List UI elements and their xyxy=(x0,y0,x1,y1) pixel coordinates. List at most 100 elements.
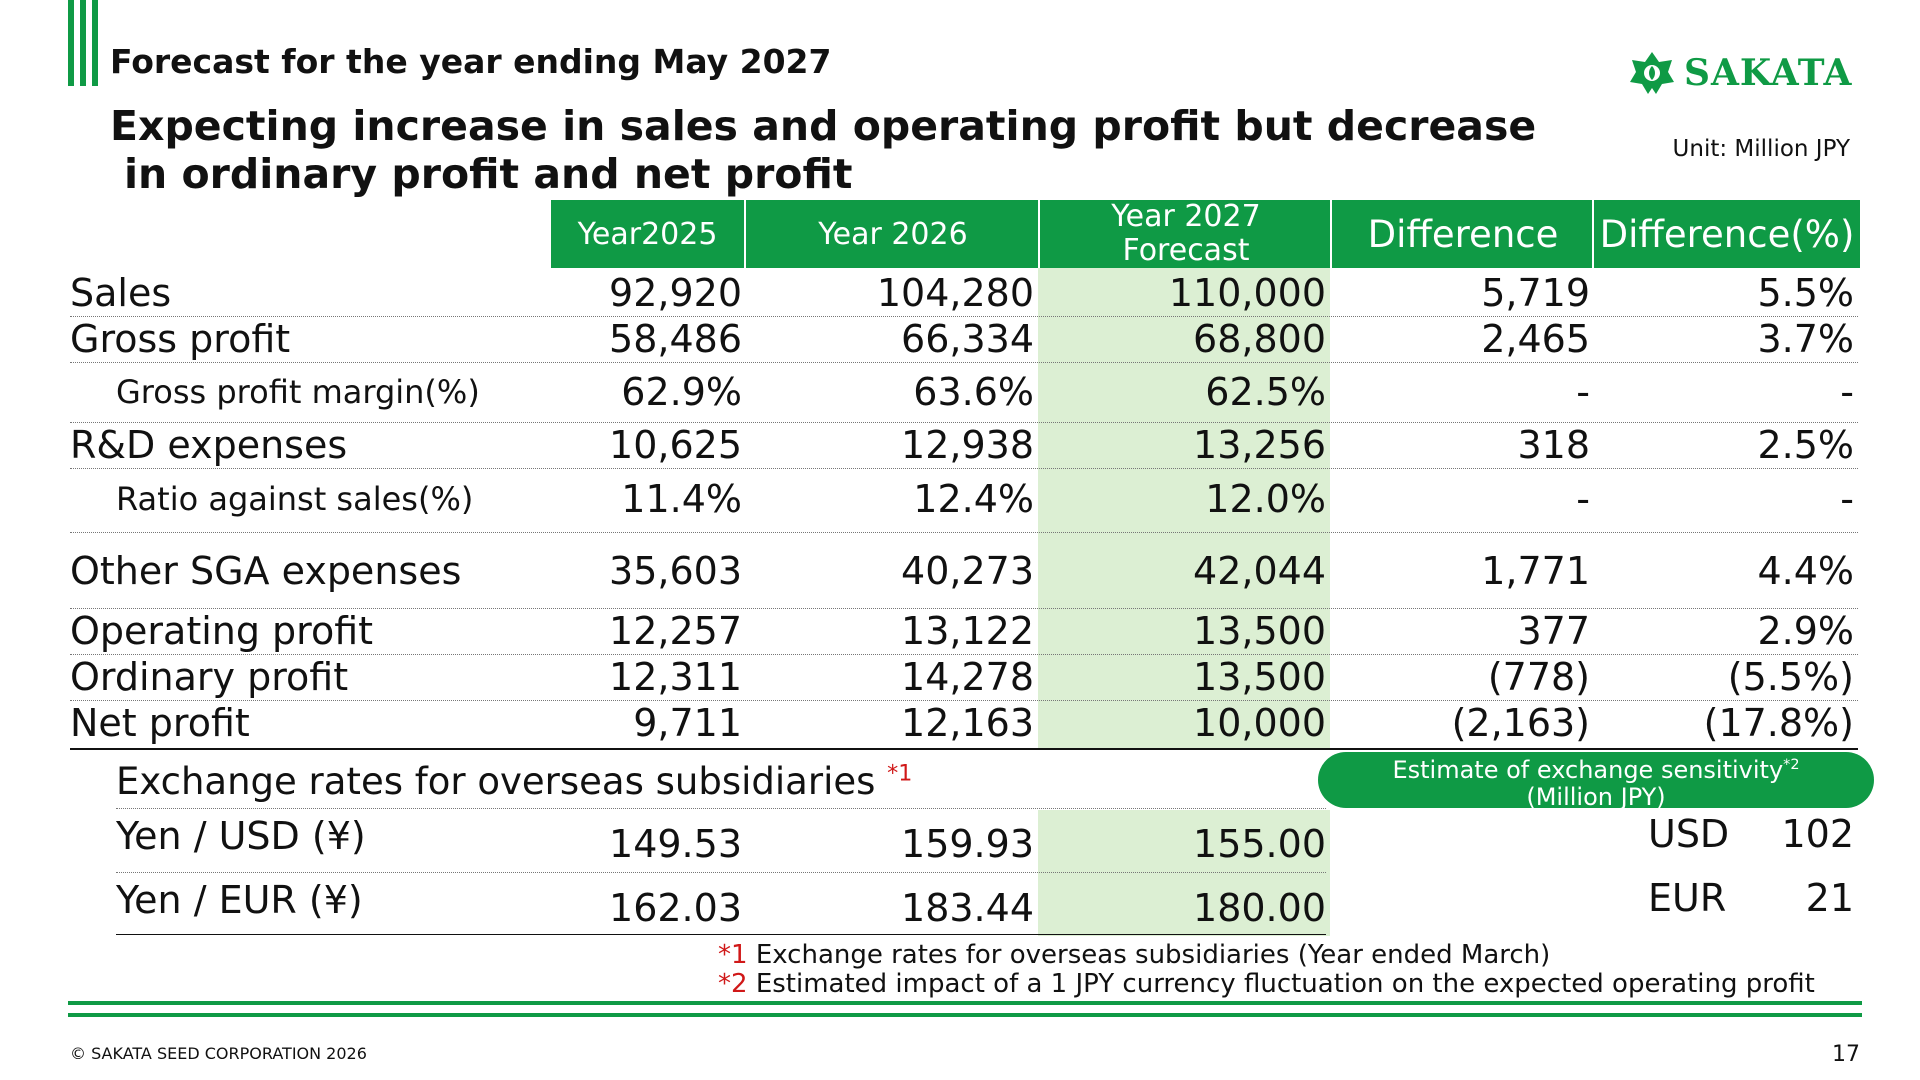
table-cell: - xyxy=(1576,477,1590,521)
row-label: Gross profit margin(%) xyxy=(116,373,480,411)
table-cell: (2,163) xyxy=(1451,701,1590,745)
table-cell: 5.5% xyxy=(1757,271,1854,315)
table-cell: (17.8%) xyxy=(1703,701,1854,745)
sensitivity-value: 21 xyxy=(1805,876,1854,920)
row-label: Operating profit xyxy=(70,609,374,653)
column-header-forecast-line-2: Forecast xyxy=(1122,233,1250,268)
row-label: Ordinary profit xyxy=(70,655,349,699)
slide-headline: Expecting increase in sales and operatin… xyxy=(110,102,1560,198)
table-cell: 92,920 xyxy=(609,271,742,315)
row-divider xyxy=(70,654,1858,655)
table-cell: 12.0% xyxy=(1205,477,1326,521)
accent-bar-3 xyxy=(92,0,98,86)
table-cell: 104,280 xyxy=(876,271,1034,315)
table-cell: - xyxy=(1576,370,1590,414)
table-cell: - xyxy=(1840,370,1854,414)
table-cell: 40,273 xyxy=(901,549,1034,593)
page-number: 17 xyxy=(1832,1042,1860,1067)
column-header-forecast-line-1: Year 2027 xyxy=(1111,199,1261,234)
accent-bar-1 xyxy=(68,0,74,86)
table-cell: 10,000 xyxy=(1193,701,1326,745)
table-cell: 10,625 xyxy=(609,423,742,467)
table-cell: 62.5% xyxy=(1205,370,1326,414)
table-cell: 110,000 xyxy=(1168,271,1326,315)
table-cell: 35,603 xyxy=(609,549,742,593)
row-divider xyxy=(70,468,1858,469)
row-label: Sales xyxy=(70,271,172,315)
row-divider xyxy=(70,700,1858,701)
table-cell: 62.9% xyxy=(621,370,742,414)
table-bottom-rule xyxy=(70,748,1858,750)
unit-label: Unit: Million JPY xyxy=(1672,136,1850,162)
footnote-2: *2 Estimated impact of a 1 JPY currency … xyxy=(718,969,1815,999)
row-divider xyxy=(70,422,1858,423)
row-label: Ratio against sales(%) xyxy=(116,480,474,518)
exchange-cell: 162.03 xyxy=(609,886,742,930)
column-header-year2025: Year2025 xyxy=(551,200,744,268)
column-header-difference-pct: Difference(%) xyxy=(1592,200,1860,268)
table-cell: 4.4% xyxy=(1757,549,1854,593)
table-cell: 5,719 xyxy=(1481,271,1590,315)
logo-text: SAKATA xyxy=(1684,52,1853,94)
table-cell: 14,278 xyxy=(901,655,1034,699)
table-cell: 12,938 xyxy=(901,423,1034,467)
copyright: © SAKATA SEED CORPORATION 2026 xyxy=(70,1044,367,1063)
row-label: R&D expenses xyxy=(70,423,348,467)
row-divider xyxy=(70,532,1858,533)
column-header-year2027-forecast: Year 2027 Forecast xyxy=(1038,200,1332,268)
sensitivity-value: 102 xyxy=(1781,812,1854,856)
table-cell: 68,800 xyxy=(1193,317,1326,361)
headline-line-2: in ordinary profit and net profit xyxy=(124,150,853,198)
table-cell: 3.7% xyxy=(1757,317,1854,361)
row-label: Other SGA expenses xyxy=(70,549,462,593)
table-cell: 12.4% xyxy=(913,477,1034,521)
exchange-cell: 183.44 xyxy=(901,886,1034,930)
exchange-cell: 159.93 xyxy=(901,822,1034,866)
table-cell: 2.5% xyxy=(1757,423,1854,467)
headline-line-1: Expecting increase in sales and operatin… xyxy=(110,102,1537,150)
table-cell: 12,257 xyxy=(609,609,742,653)
sensitivity-currency: USD xyxy=(1648,812,1730,856)
footer-rule-top xyxy=(68,1001,1862,1005)
footer-rule-bottom xyxy=(68,1013,1862,1017)
leaf-emblem-icon xyxy=(1630,52,1674,94)
exchange-cell: 149.53 xyxy=(609,822,742,866)
exchange-divider xyxy=(116,872,1326,873)
table-cell: 9,711 xyxy=(633,701,742,745)
sensitivity-currency: EUR xyxy=(1648,876,1727,920)
table-cell: 1,771 xyxy=(1481,549,1590,593)
table-cell: 13,256 xyxy=(1193,423,1326,467)
exchange-row-label: Yen / EUR (¥) xyxy=(116,878,363,922)
table-cell: 12,163 xyxy=(901,701,1034,745)
table-cell: 42,044 xyxy=(1193,549,1326,593)
company-logo: SAKATA xyxy=(1628,48,1852,98)
row-label: Net profit xyxy=(70,701,250,745)
forecast-exchange-background xyxy=(1038,810,1330,936)
column-header-difference: Difference xyxy=(1330,200,1594,268)
footnote-1: *1 Exchange rates for overseas subsidiar… xyxy=(718,940,1551,970)
exchange-row-label: Yen / USD (¥) xyxy=(116,814,366,858)
table-cell: 58,486 xyxy=(609,317,742,361)
table-cell: 13,500 xyxy=(1193,655,1326,699)
table-cell: 13,500 xyxy=(1193,609,1326,653)
table-cell: 66,334 xyxy=(901,317,1034,361)
column-header-year2026: Year 2026 xyxy=(744,200,1040,268)
accent-bar-2 xyxy=(80,0,86,86)
table-cell: (778) xyxy=(1487,655,1590,699)
table-cell: 12,311 xyxy=(609,655,742,699)
exchange-section-title: Exchange rates for overseas subsidiaries… xyxy=(116,760,913,803)
slide-subtitle: Forecast for the year ending May 2027 xyxy=(110,42,832,81)
exchange-cell: 180.00 xyxy=(1193,886,1326,930)
row-divider xyxy=(70,362,1858,363)
table-cell: 2,465 xyxy=(1481,317,1590,361)
exchange-divider xyxy=(116,808,1326,809)
table-cell: - xyxy=(1840,477,1854,521)
table-cell: 2.9% xyxy=(1757,609,1854,653)
exchange-cell: 155.00 xyxy=(1193,822,1326,866)
table-cell: 377 xyxy=(1517,609,1590,653)
table-cell: 13,122 xyxy=(901,609,1034,653)
exchange-sensitivity-badge: Estimate of exchange sensitivity*2 (Mill… xyxy=(1318,752,1874,811)
exchange-bottom-rule xyxy=(116,934,1326,935)
table-cell: (5.5%) xyxy=(1727,655,1854,699)
table-cell: 318 xyxy=(1517,423,1590,467)
